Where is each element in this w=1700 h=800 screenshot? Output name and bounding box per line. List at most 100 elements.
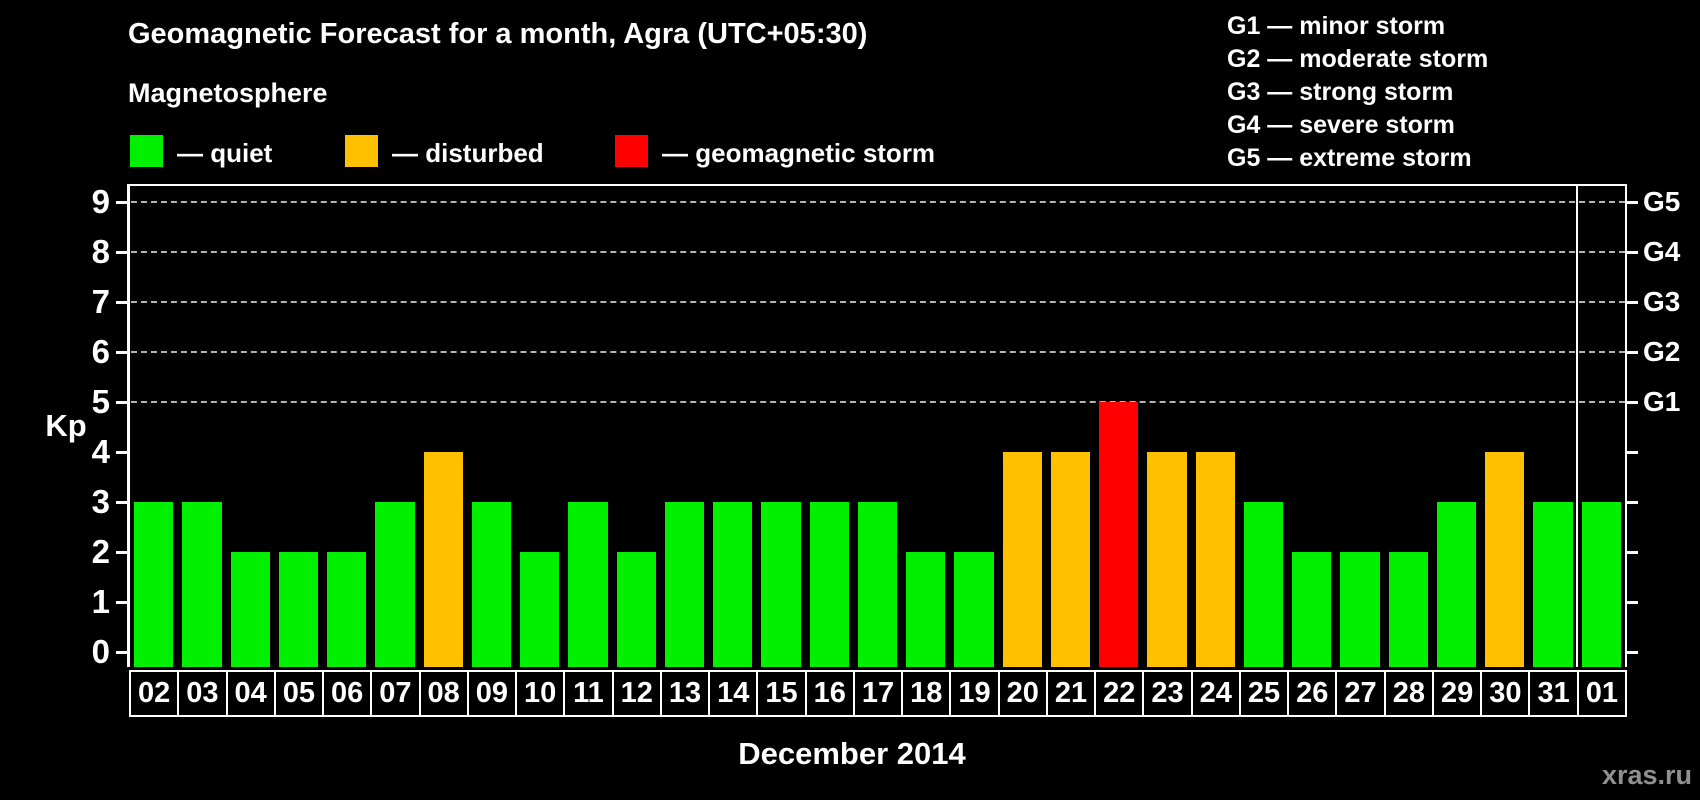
y-axis-title: Kp — [45, 408, 87, 443]
y-axis-tick-left-2 — [116, 551, 129, 554]
day-label-28: 28 — [1383, 670, 1434, 717]
bar-day-27 — [1340, 552, 1380, 667]
legend-label-disturbed: — disturbed — [392, 138, 544, 168]
y-axis-label-8: 8 — [91, 233, 110, 270]
bar-day-15 — [761, 502, 801, 667]
legend-label-quiet: — quiet — [177, 138, 273, 168]
day-label-13: 13 — [659, 670, 711, 717]
quiet-color-swatch — [130, 135, 163, 167]
page-title: Geomagnetic Forecast for a month, Agra (… — [128, 18, 868, 50]
bar-day-19 — [954, 552, 994, 667]
g-level-label-g2: G2 — [1643, 336, 1681, 367]
day-label-23: 23 — [1142, 670, 1193, 717]
g-scale-legend: G1 — minor storm G2 — moderate storm G3 — … — [1227, 10, 1488, 175]
bar-day-24 — [1195, 452, 1235, 667]
bar-day-05 — [278, 552, 319, 667]
y-axis-tick-left-3 — [116, 501, 129, 504]
y-axis-line — [127, 184, 130, 667]
y-axis-tick-left-5 — [116, 401, 129, 404]
disturbed-color-swatch — [345, 135, 378, 167]
g-level-label-g4: G4 — [1643, 236, 1681, 267]
bar-day-31 — [1533, 502, 1573, 667]
month-separator-line — [1575, 184, 1578, 667]
plot-top-border — [127, 184, 1627, 186]
bar-day-07 — [375, 502, 415, 667]
day-label-27: 27 — [1335, 670, 1386, 717]
y-axis-tick-left-6 — [116, 351, 129, 354]
watermark: xras.ru — [1601, 760, 1692, 790]
day-label-07: 07 — [370, 670, 421, 717]
y-axis-tick-right-0 — [1625, 651, 1638, 654]
y-axis-tick-left-7 — [116, 301, 129, 304]
bar-day-01 — [1581, 502, 1621, 667]
g-level-label-g1: G1 — [1643, 386, 1681, 417]
day-label-21: 21 — [1045, 670, 1097, 717]
day-label-31: 31 — [1528, 670, 1579, 717]
y-axis-label-6: 6 — [91, 333, 110, 370]
y-axis-label-5: 5 — [91, 383, 110, 420]
y-axis-tick-left-0 — [116, 651, 129, 654]
bar-day-10 — [520, 552, 560, 667]
day-label-15: 15 — [756, 670, 807, 717]
bar-day-04 — [230, 552, 270, 667]
y-axis-tick-right-6 — [1625, 351, 1638, 354]
gridline-kp9 — [131, 201, 1625, 203]
bar-day-03 — [182, 502, 222, 667]
y-axis-tick-right-9 — [1625, 201, 1638, 204]
day-label-12: 12 — [611, 670, 662, 717]
day-label-30: 30 — [1480, 670, 1531, 717]
g-level-label-g5: G5 — [1643, 186, 1681, 217]
bar-day-22 — [1099, 402, 1139, 667]
bar-day-12 — [616, 552, 656, 667]
y-axis-tick-left-9 — [116, 201, 129, 204]
day-label-01: 01 — [1576, 670, 1627, 717]
bar-day-06 — [327, 552, 367, 667]
y-axis-tick-right-2 — [1625, 551, 1638, 554]
y-axis-label-7: 7 — [91, 283, 110, 320]
x-axis-title: December 2014 — [738, 736, 966, 771]
bar-day-08 — [423, 452, 463, 667]
bar-day-17 — [857, 502, 898, 667]
bar-day-21 — [1050, 452, 1091, 667]
bar-day-25 — [1243, 502, 1284, 667]
bar-day-20 — [1002, 452, 1042, 667]
bar-day-28 — [1388, 552, 1428, 667]
g-scale-legend-line-5: G5 — extreme storm — [1227, 144, 1472, 172]
day-label-17: 17 — [852, 670, 904, 717]
day-label-20: 20 — [997, 670, 1048, 717]
y-axis-label-1: 1 — [91, 583, 110, 620]
storm-color-swatch — [615, 135, 648, 167]
g-scale-legend-line-3: G3 — strong storm — [1227, 78, 1454, 106]
day-label-09: 09 — [466, 670, 518, 717]
g-level-label-g3: G3 — [1643, 286, 1681, 317]
y-axis-tick-right-1 — [1625, 601, 1638, 604]
y-axis-label-4: 4 — [91, 433, 110, 470]
day-label-04: 04 — [225, 670, 276, 717]
y-axis-tick-left-4 — [116, 451, 129, 454]
day-label-08: 08 — [418, 670, 469, 717]
day-label-06: 06 — [322, 670, 373, 717]
gridline-kp7 — [131, 301, 1625, 303]
y-axis-tick-right-4 — [1625, 451, 1638, 454]
day-label-19: 19 — [949, 670, 1000, 717]
day-label-02: 02 — [129, 670, 180, 717]
gridline-kp5 — [131, 401, 1625, 403]
bar-day-09 — [471, 502, 512, 667]
bar-day-14 — [713, 502, 753, 667]
y-axis-label-0: 0 — [91, 633, 110, 670]
y-axis-label-9: 9 — [91, 183, 110, 220]
bar-day-30 — [1485, 452, 1525, 667]
gridline-kp6 — [131, 351, 1625, 353]
day-label-18: 18 — [901, 670, 952, 717]
day-label-05: 05 — [273, 670, 325, 717]
day-label-22: 22 — [1094, 670, 1145, 717]
gridline-kp8 — [131, 251, 1625, 253]
y-axis-tick-right-5 — [1625, 401, 1638, 404]
right-axis-line — [1625, 184, 1627, 667]
g-scale-legend-line-1: G1 — minor storm — [1227, 12, 1446, 40]
day-label-25: 25 — [1238, 670, 1290, 717]
bar-day-02 — [134, 502, 174, 667]
day-label-16: 16 — [804, 670, 855, 717]
day-label-29: 29 — [1431, 670, 1483, 717]
